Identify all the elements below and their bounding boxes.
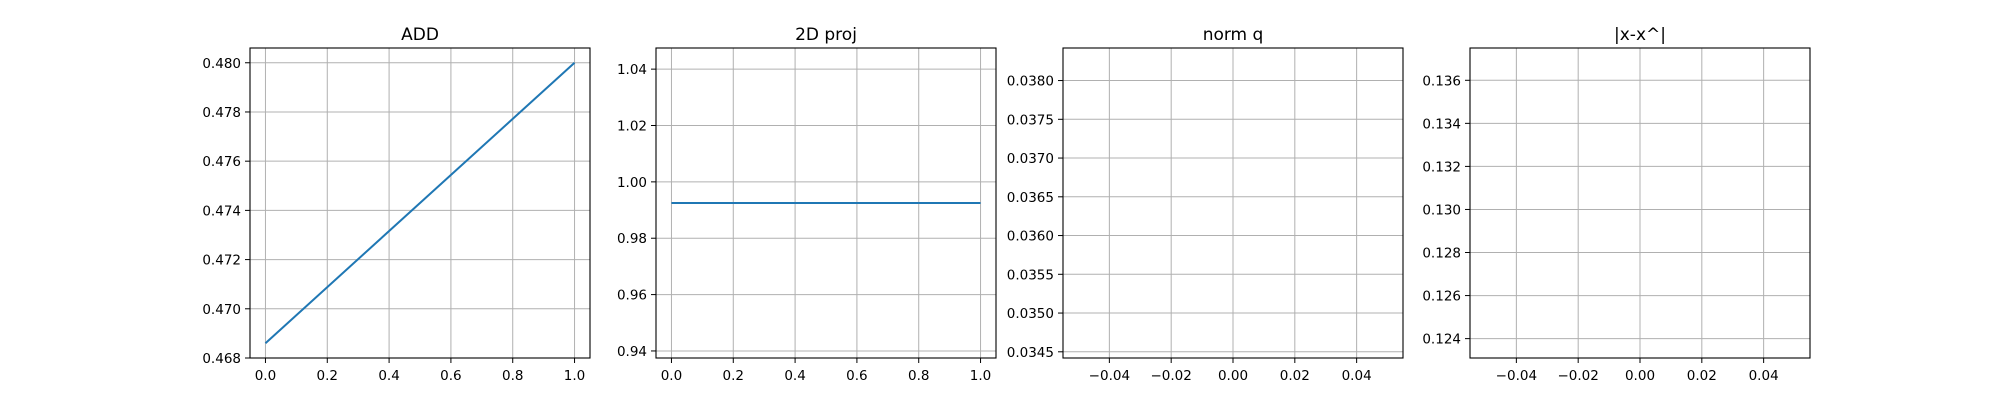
subplot-1: 0.0 0.2 0.4 0.6 0.8 1.0 0.468 0.470 0.472 0.474 0.… <box>202 25 591 384</box>
subplot-3: −0.04 −0.02 0.00 0.02 0.04 0.0345 0.0350 0.0355… <box>1007 25 1404 384</box>
y-tick-label: 0.98 <box>617 231 647 247</box>
x-tick-label: 0.0 <box>661 368 682 384</box>
x-tick-label: 1.0 <box>970 368 991 384</box>
x-tick-label: 0.4 <box>378 368 399 384</box>
subplot-4: −0.04 −0.02 0.00 0.02 0.04 0.124 0.126 0.128 0.1… <box>1422 25 1811 384</box>
y-tick-label: 0.0350 <box>1007 306 1054 322</box>
x-tick-label: 0.02 <box>1280 368 1310 384</box>
x-tick-label: 0.2 <box>723 368 744 384</box>
y-tick-label: 0.130 <box>1422 202 1461 218</box>
subplot-title: norm q <box>1203 25 1264 45</box>
y-tick-label: 0.134 <box>1422 116 1461 132</box>
x-tick-label: 0.0 <box>255 368 276 384</box>
y-tick-label: 0.476 <box>202 154 241 170</box>
y-tick-label: 0.480 <box>202 56 241 72</box>
x-tick-label: −0.04 <box>1089 368 1130 384</box>
y-tick-label: 0.0365 <box>1007 190 1054 206</box>
y-tick-label: 0.0345 <box>1007 345 1054 361</box>
x-tick-label: 0.6 <box>846 368 867 384</box>
y-tick-label: 0.132 <box>1422 159 1461 175</box>
x-tick-label: 1.0 <box>564 368 585 384</box>
y-tick-label: 0.126 <box>1422 289 1461 305</box>
y-tick-label: 0.474 <box>202 203 241 219</box>
y-tick-label: 0.0355 <box>1007 267 1054 283</box>
subplot-title: 2D proj <box>795 25 857 45</box>
subplot-title: |x-x^| <box>1614 25 1666 45</box>
y-tick-label: 0.0370 <box>1007 151 1054 167</box>
y-tick-label: 0.468 <box>202 351 241 367</box>
y-tick-label: 0.478 <box>202 105 241 121</box>
subplot-title: ADD <box>401 25 439 45</box>
subplot-2: 0.0 0.2 0.4 0.6 0.8 1.0 0.94 0.96 0.98 1.00 1.02 1.… <box>617 25 997 384</box>
y-tick-label: 0.0360 <box>1007 229 1054 245</box>
y-tick-label: 0.124 <box>1422 332 1461 348</box>
y-tick-label: 0.136 <box>1422 73 1461 89</box>
x-tick-label: 0.2 <box>317 368 338 384</box>
x-tick-label: 0.4 <box>784 368 805 384</box>
y-tick-label: 0.128 <box>1422 246 1461 262</box>
y-tick-label: 0.0375 <box>1007 112 1054 128</box>
y-tick-label: 1.04 <box>617 62 647 78</box>
axes-frame <box>655 47 997 359</box>
x-tick-label: 0.00 <box>1218 368 1248 384</box>
x-tick-label: −0.02 <box>1557 368 1598 384</box>
y-tick-label: 0.470 <box>202 302 241 318</box>
series-line-1 <box>264 62 576 344</box>
y-tick-label: 0.0380 <box>1007 74 1054 90</box>
x-tick-label: 0.6 <box>440 368 461 384</box>
x-tick-label: 0.04 <box>1342 368 1372 384</box>
y-tick-label: 0.94 <box>617 344 647 360</box>
y-tick-label: 0.96 <box>617 288 647 304</box>
x-tick-label: −0.04 <box>1496 368 1537 384</box>
x-tick-label: 0.8 <box>908 368 929 384</box>
x-tick-label: 0.02 <box>1687 368 1717 384</box>
y-tick-label: 1.00 <box>617 175 647 191</box>
y-tick-label: 0.472 <box>202 253 241 269</box>
x-tick-label: 0.8 <box>502 368 523 384</box>
x-tick-label: 0.00 <box>1625 368 1655 384</box>
x-tick-label: −0.02 <box>1150 368 1191 384</box>
y-tick-label: 1.02 <box>617 119 647 135</box>
axes-frame <box>249 47 591 359</box>
x-tick-label: 0.04 <box>1749 368 1779 384</box>
